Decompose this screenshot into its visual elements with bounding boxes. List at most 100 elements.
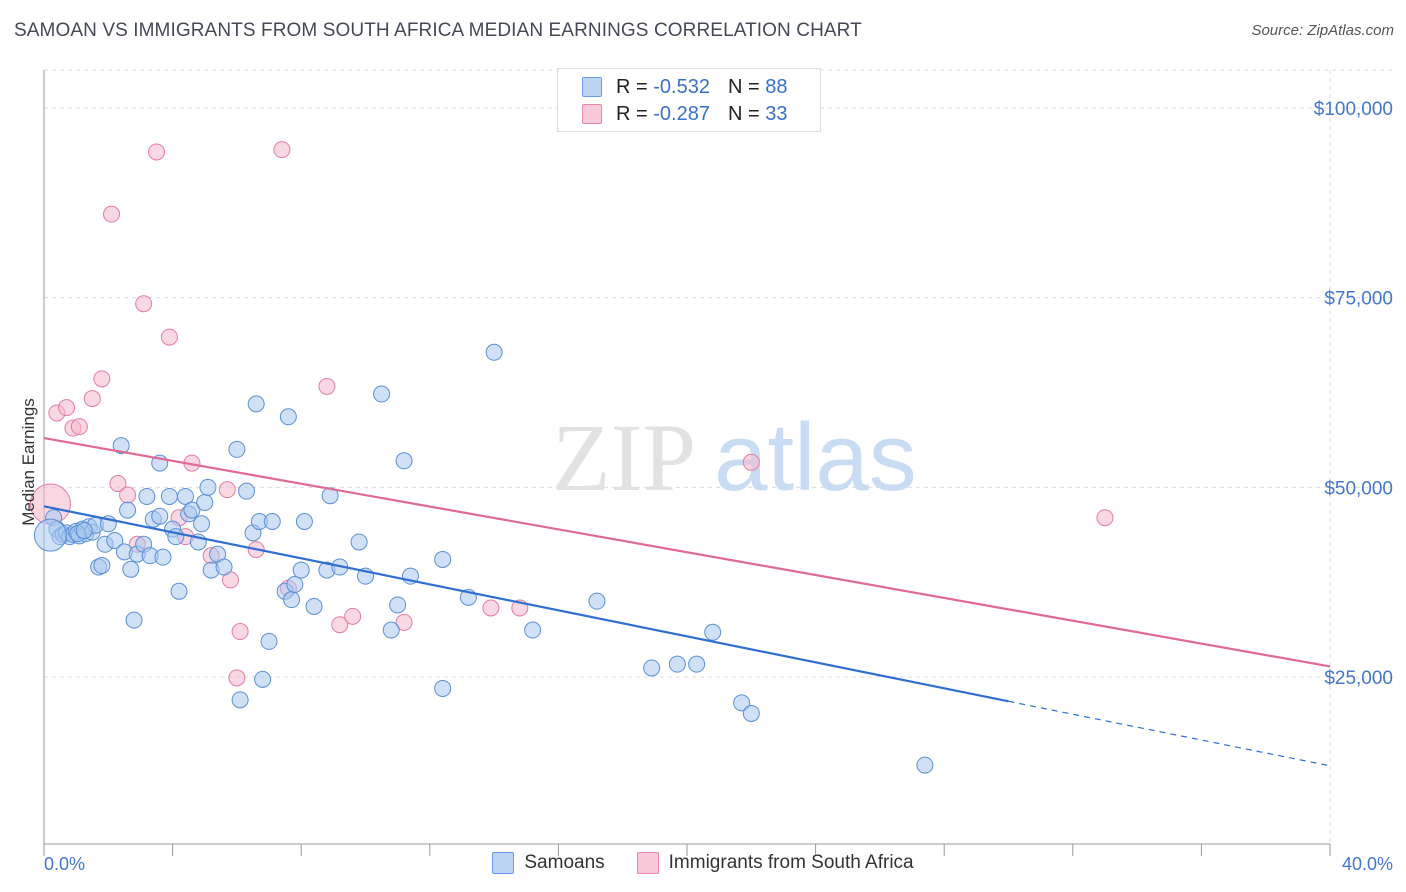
series-south-africa-points: [29, 141, 1114, 687]
samoans-point: [238, 482, 256, 500]
samoans-trend-extension: [1008, 700, 1331, 767]
samoans-point: [183, 501, 201, 519]
samoans-point: [350, 533, 368, 551]
samoans-point: [176, 487, 194, 505]
samoans-point: [524, 621, 542, 639]
south-africa-point: [119, 486, 137, 504]
series-legend: Samoans Immigrants from South Africa: [0, 852, 1406, 874]
south-africa-point: [344, 607, 362, 625]
samoans-point: [125, 611, 143, 629]
r-value: -0.532: [653, 75, 710, 98]
samoans-point: [151, 507, 169, 525]
south-africa-legend-swatch: [636, 852, 659, 874]
samoans-point: [231, 691, 249, 709]
south-africa-point: [395, 613, 413, 631]
south-africa-legend-label: Immigrants from South Africa: [668, 852, 914, 873]
samoans-point: [196, 494, 214, 512]
south-africa-point: [331, 616, 349, 634]
samoans-point: [170, 582, 188, 600]
samoans-point: [305, 597, 323, 615]
samoans-point: [485, 343, 503, 361]
legend-row-samoans: R = -0.532 N = 88: [582, 74, 787, 100]
samoans-legend-swatch: [492, 852, 515, 874]
r-label: R =: [616, 102, 648, 125]
samoans-point: [286, 575, 304, 593]
samoans-point: [321, 487, 339, 505]
south-africa-point: [482, 599, 500, 617]
samoans-point: [33, 518, 67, 552]
watermark-zip: ZIP: [552, 404, 696, 511]
r-label: R =: [616, 75, 648, 98]
south-africa-point: [109, 475, 127, 493]
south-africa-point: [148, 143, 166, 161]
r-value: -0.287: [653, 102, 710, 125]
south-africa-point: [231, 623, 249, 641]
south-africa-point: [218, 481, 236, 499]
samoans-point: [119, 501, 137, 519]
samoans-point: [733, 694, 751, 712]
south-africa-point: [93, 370, 111, 388]
trend-lines: [43, 436, 1331, 767]
y-tick-label: $25,000: [1324, 668, 1393, 689]
samoans-point: [704, 623, 722, 641]
samoans-point: [279, 408, 297, 426]
south-africa-point: [160, 328, 178, 346]
south-africa-point: [135, 295, 153, 313]
samoans-point: [260, 632, 278, 650]
legend-row-south-africa: R = -0.287 N = 33: [582, 101, 787, 127]
n-value: 88: [765, 75, 788, 98]
samoans-point: [247, 395, 265, 413]
samoans-point: [106, 531, 124, 549]
samoans-point: [434, 679, 452, 697]
samoans-point: [228, 440, 246, 458]
samoans-trend-line: [43, 505, 1009, 703]
samoans-point: [263, 513, 281, 530]
samoans-point: [215, 558, 233, 576]
samoans-legend-label: Samoans: [524, 852, 605, 873]
series-samoans-points: [33, 343, 934, 774]
samoans-point: [643, 659, 661, 677]
n-value: 33: [765, 102, 788, 125]
samoans-point: [283, 591, 301, 609]
samoans-swatch: [582, 77, 602, 97]
grid-lines: [44, 69, 1392, 844]
south-africa-point: [1096, 509, 1114, 527]
samoans-point: [199, 478, 217, 496]
south-africa-point: [273, 141, 291, 159]
samoans-point: [292, 561, 310, 579]
south-africa-swatch: [582, 104, 602, 124]
samoans-point: [295, 513, 313, 530]
legend-item-south-africa[interactable]: Immigrants from South Africa: [636, 852, 914, 874]
samoans-point: [154, 548, 172, 566]
correlation-legend: R = -0.532 N = 88 R = -0.287 N = 33: [557, 68, 821, 132]
chart-title: SAMOAN VS IMMIGRANTS FROM SOUTH AFRICA M…: [14, 20, 862, 41]
samoans-point: [112, 437, 130, 455]
south-africa-trend-line: [43, 436, 1331, 668]
x-tick-label: 0.0%: [44, 854, 85, 874]
samoans-point: [668, 655, 686, 673]
south-africa-point: [318, 377, 336, 395]
samoans-point: [254, 670, 272, 688]
samoans-point: [193, 515, 211, 533]
south-africa-point: [103, 205, 121, 223]
samoans-point: [434, 550, 452, 568]
y-tick-label: $75,000: [1324, 289, 1393, 310]
samoans-point: [138, 487, 156, 505]
n-label: N =: [727, 75, 760, 98]
samoans-point: [373, 385, 391, 403]
samoans-point: [93, 557, 111, 575]
legend-item-samoans[interactable]: Samoans: [492, 852, 605, 874]
samoans-point: [395, 452, 413, 470]
n-label: N =: [727, 102, 760, 125]
samoans-point: [160, 487, 178, 505]
south-africa-point: [70, 418, 88, 436]
south-africa-point: [228, 669, 246, 687]
x-tick-label: 40.0%: [1342, 854, 1393, 874]
y-axis-label: Median Earnings: [19, 398, 38, 526]
south-africa-point: [742, 453, 760, 471]
watermark: ZIP atlas: [552, 404, 917, 511]
tick-labels: $25,000 $50,000 $75,000 $100,000 0.0% 40.0%: [44, 99, 1393, 874]
samoans-point: [389, 596, 407, 614]
source-label: Source: ZipAtlas.com: [1251, 22, 1394, 39]
